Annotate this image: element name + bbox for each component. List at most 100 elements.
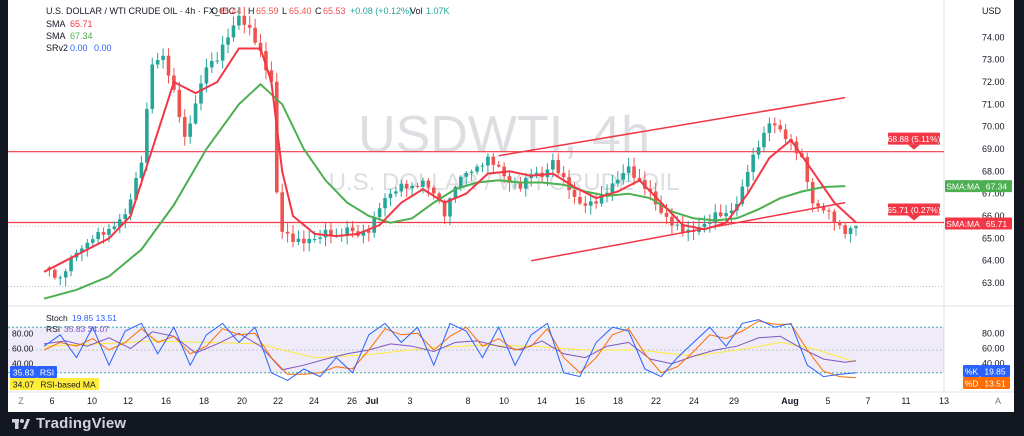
price-axis[interactable]: 74.00 73.00 72.00 71.00 70.00 69.00 68.00 67.00… — [887, 32, 1012, 288]
sma2-label: SMA — [46, 31, 66, 41]
tradingview-logo-icon — [12, 417, 30, 431]
ohlc-h-value: 65.59 — [256, 6, 279, 16]
candle-body — [199, 83, 203, 104]
stoch-d-value-tag-bg — [980, 377, 1010, 389]
upper-res-label-bg — [888, 132, 940, 145]
candle-body — [448, 198, 452, 217]
candle-body — [605, 192, 609, 195]
candle-body — [112, 226, 117, 229]
time-tick: Jul — [365, 396, 378, 406]
candle-body — [459, 176, 463, 187]
candle-body — [843, 225, 847, 234]
candle-body — [312, 238, 317, 240]
candle-body — [469, 171, 474, 173]
osc-tick-left: 40.00 — [12, 359, 34, 369]
candle-body — [778, 125, 783, 130]
candle-body — [415, 185, 420, 187]
price-tick: 63.00 — [982, 278, 1005, 288]
rsi-label: RSI — [46, 324, 60, 334]
candle-body — [745, 171, 750, 187]
candle-body — [740, 186, 745, 204]
candle-body — [632, 166, 636, 178]
candle-body — [274, 81, 279, 193]
stoch-d-line — [43, 320, 857, 379]
lower-res-arrow — [908, 215, 920, 221]
chart-svg[interactable]: USDWTI, 4h U.S. DOLLAR / WTI CRUDE OIL U… — [8, 0, 1014, 412]
time-tick: 20 — [237, 396, 247, 406]
candle-body — [96, 232, 100, 240]
sma-short-value-bg — [981, 217, 1012, 230]
price-tick: 65.00 — [982, 233, 1005, 243]
candle-body — [69, 257, 73, 272]
candle-body — [486, 156, 490, 166]
candle-body — [253, 27, 257, 43]
time-axis[interactable]: 6 10 12 16 18 20 22 24 26 Jul 3 8 10 14 16 18 22 24 29 Aug 5… — [49, 396, 949, 406]
candle-body — [848, 228, 853, 234]
candle-body — [372, 217, 377, 233]
time-tick: 24 — [689, 396, 699, 406]
candle-body — [453, 186, 458, 199]
candle-body — [63, 271, 68, 278]
osc-tick-right: 60.00 — [982, 343, 1005, 353]
rsi-ma-value-tag: 34.07 — [13, 380, 35, 390]
timezone-icon[interactable]: Z — [18, 396, 24, 406]
candle-body — [388, 193, 393, 199]
candle-body — [475, 166, 479, 172]
candle-body — [291, 233, 295, 242]
ohlc-o-label: O — [211, 6, 218, 16]
candle-body — [724, 213, 728, 217]
sma-long-tag-bg — [945, 180, 981, 193]
header-legend: U.S. DOLLAR / WTI CRUDE OIL · 4h · FX_ID… — [46, 6, 450, 53]
time-tick: 10 — [87, 396, 97, 406]
candle-body — [578, 196, 582, 204]
candle-body — [534, 172, 539, 175]
time-tick: 16 — [575, 396, 585, 406]
candle-body — [215, 60, 220, 62]
price-tick: 74.00 — [982, 32, 1005, 42]
osc-tick-right: 80.00 — [982, 328, 1005, 338]
candle-body — [708, 222, 712, 224]
candle-body — [345, 227, 349, 236]
candle-body — [139, 162, 144, 179]
candle-body — [751, 154, 755, 172]
candle-body — [161, 55, 165, 61]
lower-res-label-bg — [888, 203, 940, 216]
candle-body — [107, 228, 111, 235]
candle-body — [556, 160, 561, 173]
stoch-k-name-tag: %K — [965, 367, 979, 377]
candle-body — [664, 212, 669, 217]
symbol-title: U.S. DOLLAR / WTI CRUDE OIL · 4h · FX_ID… — [46, 6, 236, 16]
time-tick: 14 — [537, 396, 547, 406]
price-tick: 69.00 — [982, 144, 1005, 154]
rsi-ma-name-tag: RSI-based MA — [40, 380, 96, 390]
currency-label: USD — [982, 6, 1002, 16]
stoch-label: Stoch — [46, 313, 68, 323]
time-tick: 10 — [499, 396, 509, 406]
candle-body — [296, 238, 301, 242]
osc-tick-right: 40.00 — [982, 359, 1005, 369]
tradingview-logo[interactable]: TradingView — [12, 415, 126, 432]
candle-body — [123, 214, 127, 220]
time-tick: 18 — [613, 396, 623, 406]
footer-bar: TradingView — [0, 412, 1024, 435]
rsi-value-tag: 35.83 — [13, 368, 35, 378]
candle-body — [377, 208, 382, 218]
candle-body — [150, 64, 155, 109]
candle-body — [551, 160, 555, 170]
settings-a-icon[interactable]: A — [995, 396, 1001, 406]
candle-body — [155, 60, 160, 65]
lines-layer — [43, 47, 857, 300]
ohlc-l-label: L — [282, 6, 287, 16]
candle-body — [718, 212, 723, 217]
candle-body — [134, 178, 138, 200]
candle-body — [773, 123, 777, 126]
chart-panel[interactable]: USDWTI, 4h U.S. DOLLAR / WTI CRUDE OIL U… — [8, 0, 1014, 412]
candle-body — [247, 24, 252, 28]
candle-body — [518, 181, 523, 189]
candle-body — [421, 180, 425, 187]
rsi-ma-name-tag-bg — [37, 378, 99, 390]
stoch-d-name-tag-bg — [963, 377, 980, 389]
sma-long-value: 67.34 — [986, 182, 1008, 192]
candle-body — [220, 44, 225, 61]
